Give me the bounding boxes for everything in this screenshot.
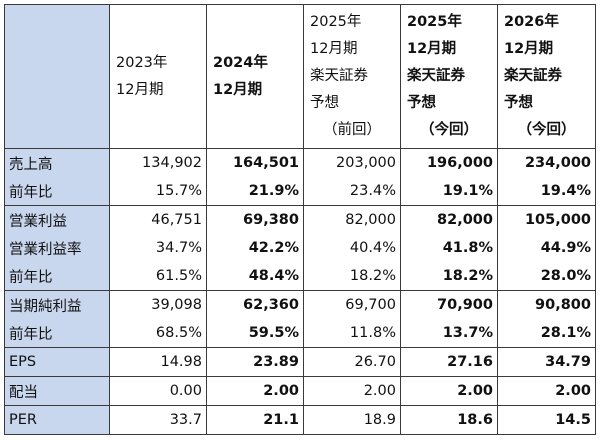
cell-value: 14.98: [109, 347, 207, 377]
header-line: 予想: [504, 95, 533, 111]
header-line: 2026年: [504, 14, 559, 30]
cell-value: 2.00: [400, 376, 498, 406]
header-line: 2024年: [213, 54, 268, 71]
cell-value: 23.89: [206, 347, 304, 377]
row-operating-margin: 営業利益率 34.7% 42.2% 40.4% 41.8% 44.9%: [4, 234, 596, 262]
cell-value: 234,000: [497, 148, 596, 177]
header-line: （今回）: [517, 122, 576, 138]
cell-value: 59.5%: [206, 319, 304, 348]
cell-value: 69,380: [206, 205, 304, 234]
header-line: 2025年: [310, 14, 362, 30]
row-dividend: 配当 0.00 2.00 2.00 2.00 2.00: [4, 376, 596, 406]
header-line: 12月期: [407, 41, 457, 57]
header-line: 楽天証券: [310, 68, 368, 84]
header-line: 楽天証券: [407, 68, 465, 84]
financial-forecast-table: 2023年 12月期 2024年 12月期 2025年 12月期 楽天証券 予想…: [4, 4, 596, 435]
row-label: 前年比: [4, 262, 110, 291]
row-label: 前年比: [4, 319, 110, 348]
cell-value: 2.00: [206, 376, 304, 406]
cell-value: 33.7: [109, 405, 207, 435]
header-line: 12月期: [116, 81, 164, 98]
row-operating-profit: 営業利益 46,751 69,380 82,000 82,000 105,000: [4, 205, 596, 234]
cell-value: 13.7%: [400, 319, 498, 348]
header-line: （今回）: [420, 122, 478, 138]
row-eps: EPS 14.98 23.89 26.70 27.16 34.79: [4, 347, 596, 377]
row-label: PER: [4, 405, 110, 435]
header-corner-cell: [4, 4, 110, 149]
header-line: 2023年: [116, 54, 168, 71]
header-line: 予想: [310, 95, 339, 111]
cell-value: 28.1%: [497, 319, 596, 348]
cell-value: 26.70: [303, 347, 401, 377]
header-line: 2025年: [407, 14, 462, 30]
cell-value: 41.8%: [400, 234, 498, 262]
row-label: 営業利益: [4, 205, 110, 234]
cell-value: 27.16: [400, 347, 498, 377]
row-label: EPS: [4, 347, 110, 377]
row-revenue: 売上高 134,902 164,501 203,000 196,000 234,…: [4, 148, 596, 177]
header-line: 12月期: [310, 41, 358, 57]
cell-value: 21.9%: [206, 177, 304, 206]
cell-value: 46,751: [109, 205, 207, 234]
header-line: 予想: [407, 95, 436, 111]
cell-value: 28.0%: [497, 262, 596, 291]
cell-value: 18.6: [400, 405, 498, 435]
header-line: 楽天証券: [504, 68, 562, 84]
cell-value: 34.7%: [109, 234, 207, 262]
header-fy2025-previous: 2025年 12月期 楽天証券 予想 （前回）: [303, 4, 401, 149]
cell-value: 70,900: [400, 290, 498, 319]
cell-value: 105,000: [497, 205, 596, 234]
cell-value: 11.8%: [303, 319, 401, 348]
row-label: 前年比: [4, 177, 110, 206]
header-line: 12月期: [504, 41, 554, 57]
header-row: 2023年 12月期 2024年 12月期 2025年 12月期 楽天証券 予想…: [4, 4, 596, 149]
cell-value: 203,000: [303, 148, 401, 177]
cell-value: 62,360: [206, 290, 304, 319]
cell-value: 2.00: [497, 376, 596, 406]
cell-value: 90,800: [497, 290, 596, 319]
cell-value: 40.4%: [303, 234, 401, 262]
cell-value: 68.5%: [109, 319, 207, 348]
row-label: 売上高: [4, 148, 110, 177]
row-net-income: 当期純利益 39,098 62,360 69,700 70,900 90,800: [4, 290, 596, 319]
cell-value: 39,098: [109, 290, 207, 319]
cell-value: 164,501: [206, 148, 304, 177]
header-fy2025-current: 2025年 12月期 楽天証券 予想 （今回）: [400, 4, 498, 149]
cell-value: 82,000: [400, 205, 498, 234]
header-fy2024: 2024年 12月期: [206, 4, 304, 149]
cell-value: 196,000: [400, 148, 498, 177]
cell-value: 23.4%: [303, 177, 401, 206]
row-per: PER 33.7 21.1 18.9 18.6 14.5: [4, 405, 596, 435]
cell-value: 18.9: [303, 405, 401, 435]
cell-value: 42.2%: [206, 234, 304, 262]
row-revenue-yoy: 前年比 15.7% 21.9% 23.4% 19.1% 19.4%: [4, 177, 596, 206]
cell-value: 15.7%: [109, 177, 207, 206]
cell-value: 21.1: [206, 405, 304, 435]
cell-value: 19.1%: [400, 177, 498, 206]
row-operating-profit-yoy: 前年比 61.5% 48.4% 18.2% 18.2% 28.0%: [4, 262, 596, 291]
cell-value: 18.2%: [303, 262, 401, 291]
cell-value: 48.4%: [206, 262, 304, 291]
row-net-income-yoy: 前年比 68.5% 59.5% 11.8% 13.7% 28.1%: [4, 319, 596, 348]
header-line: （前回）: [323, 122, 381, 138]
cell-value: 19.4%: [497, 177, 596, 206]
cell-value: 44.9%: [497, 234, 596, 262]
cell-value: 2.00: [303, 376, 401, 406]
cell-value: 34.79: [497, 347, 596, 377]
row-label: 配当: [4, 376, 110, 406]
cell-value: 61.5%: [109, 262, 207, 291]
row-label: 当期純利益: [4, 290, 110, 319]
header-fy2023: 2023年 12月期: [109, 4, 207, 149]
cell-value: 14.5: [497, 405, 596, 435]
cell-value: 18.2%: [400, 262, 498, 291]
cell-value: 134,902: [109, 148, 207, 177]
header-fy2026-current: 2026年 12月期 楽天証券 予想 （今回）: [497, 4, 596, 149]
header-line: 12月期: [213, 81, 263, 98]
cell-value: 82,000: [303, 205, 401, 234]
cell-value: 0.00: [109, 376, 207, 406]
row-label: 営業利益率: [4, 234, 110, 262]
cell-value: 69,700: [303, 290, 401, 319]
